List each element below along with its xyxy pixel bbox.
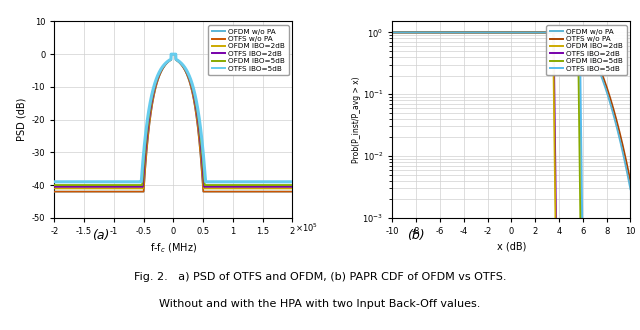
Text: Fig. 2.   a) PSD of OTFS and OFDM, (b) PAPR CDF of OFDM vs OTFS.: Fig. 2. a) PSD of OTFS and OFDM, (b) PAP… bbox=[134, 272, 506, 282]
Legend: OFDM w/o PA, OTFS w/o PA, OFDM IBO=2dB, OTFS IBO=2dB, OFDM IBO=5dB, OTFS IBO=5dB: OFDM w/o PA, OTFS w/o PA, OFDM IBO=2dB, … bbox=[546, 25, 627, 75]
X-axis label: f-f$_c$ (MHz): f-f$_c$ (MHz) bbox=[150, 241, 197, 255]
Legend: OFDM w/o PA, OTFS w/o PA, OFDM IBO=2dB, OTFS IBO=2dB, OFDM IBO=5dB, OTFS IBO=5dB: OFDM w/o PA, OTFS w/o PA, OFDM IBO=2dB, … bbox=[208, 25, 289, 75]
Y-axis label: PSD (dB): PSD (dB) bbox=[16, 98, 26, 141]
Text: (b): (b) bbox=[407, 229, 425, 242]
X-axis label: x (dB): x (dB) bbox=[497, 241, 526, 251]
Text: $\times$10$^5$: $\times$10$^5$ bbox=[295, 221, 317, 234]
Y-axis label: Prob(P_inst/P_avg > x): Prob(P_inst/P_avg > x) bbox=[352, 76, 361, 163]
Text: Without and with the HPA with two Input Back-Off values.: Without and with the HPA with two Input … bbox=[159, 299, 481, 309]
Text: (a): (a) bbox=[92, 229, 110, 242]
